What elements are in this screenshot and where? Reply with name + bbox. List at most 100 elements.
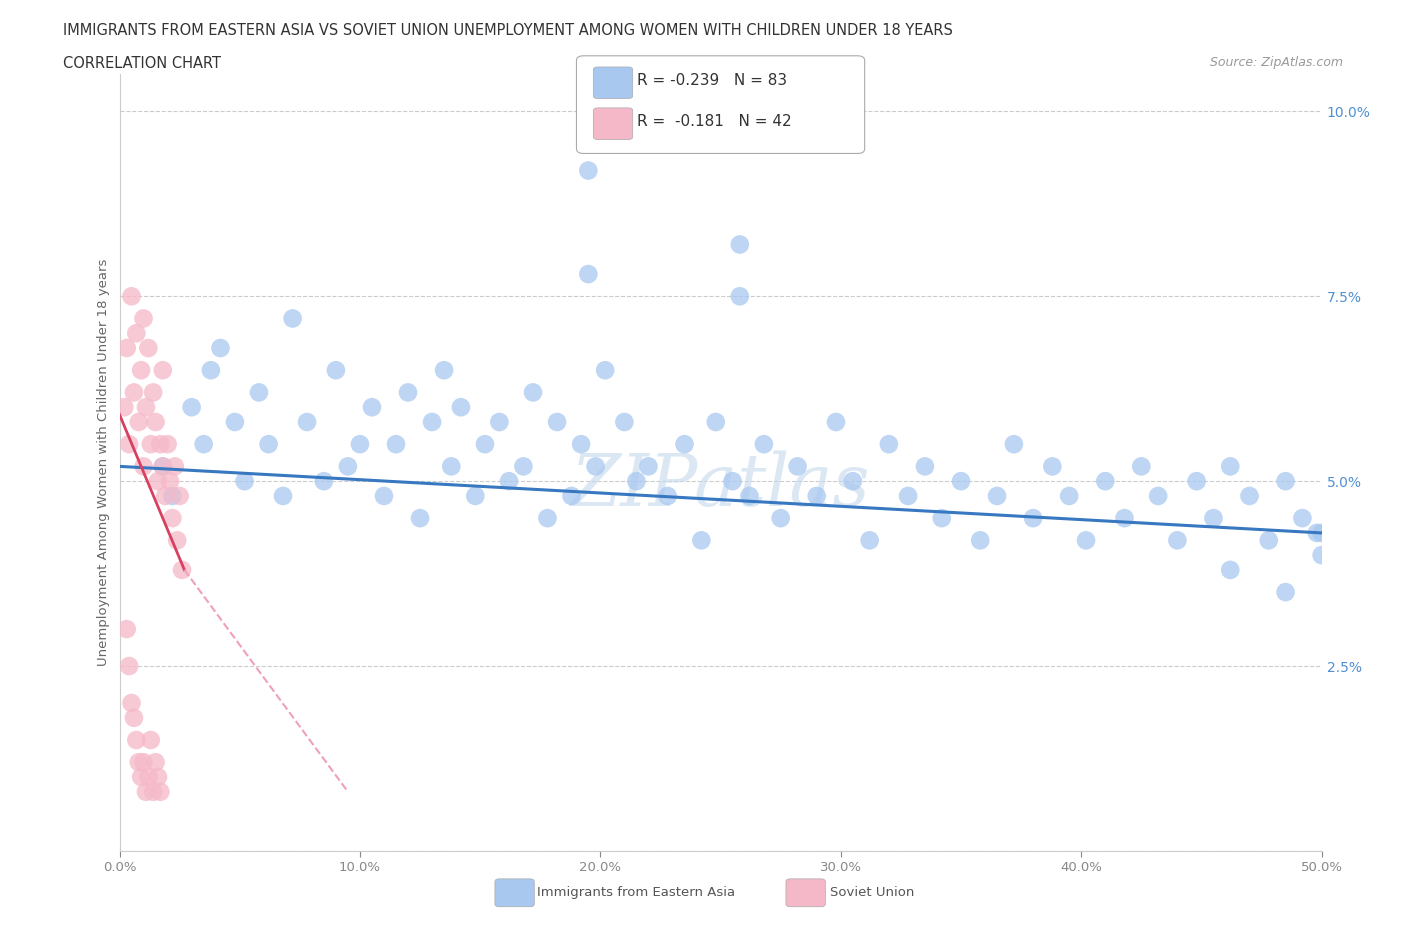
Point — [1219, 458, 1241, 473]
Point — [593, 363, 616, 378]
Point — [112, 400, 135, 415]
Point — [897, 488, 920, 503]
Point — [536, 511, 558, 525]
Point — [149, 437, 172, 452]
Point — [1239, 488, 1261, 503]
Text: Soviet Union: Soviet Union — [830, 886, 914, 899]
Text: R =  -0.181   N = 42: R = -0.181 N = 42 — [637, 114, 792, 129]
Point — [1040, 458, 1063, 473]
Point — [1166, 533, 1188, 548]
Text: Source: ZipAtlas.com: Source: ZipAtlas.com — [1209, 56, 1343, 69]
Point — [153, 488, 176, 503]
Point — [1057, 488, 1080, 503]
Point — [142, 385, 165, 400]
Point — [1002, 437, 1025, 452]
Point — [129, 769, 152, 784]
Point — [474, 437, 496, 452]
Point — [247, 385, 270, 400]
Point — [325, 363, 347, 378]
Point — [138, 340, 160, 355]
Point — [129, 363, 152, 378]
Point — [162, 511, 184, 525]
Point — [409, 511, 432, 525]
Point — [146, 473, 169, 488]
Point — [132, 458, 155, 473]
Point — [637, 458, 659, 473]
Point — [522, 385, 544, 400]
Point — [233, 473, 256, 488]
Point — [152, 458, 174, 473]
Point — [728, 289, 751, 304]
Point — [200, 363, 222, 378]
Point — [1257, 533, 1279, 548]
Point — [1306, 525, 1329, 540]
Point — [949, 473, 972, 488]
Point — [118, 658, 141, 673]
Point — [464, 488, 486, 503]
Point — [704, 415, 727, 430]
Point — [121, 696, 143, 711]
Point — [257, 437, 280, 452]
Point — [169, 488, 191, 503]
Point — [336, 458, 359, 473]
Point — [138, 769, 160, 784]
Point — [193, 437, 215, 452]
Point — [122, 711, 145, 725]
Point — [877, 437, 900, 452]
Point — [312, 473, 335, 488]
Point — [149, 784, 172, 799]
Point — [769, 511, 792, 525]
Point — [1130, 458, 1153, 473]
Point — [135, 784, 157, 799]
Point — [209, 340, 232, 355]
Point — [1274, 585, 1296, 600]
Text: CORRELATION CHART: CORRELATION CHART — [63, 56, 221, 71]
Point — [1074, 533, 1097, 548]
Point — [125, 326, 148, 340]
Point — [657, 488, 679, 503]
Point — [576, 163, 599, 178]
Point — [1185, 473, 1208, 488]
Point — [613, 415, 636, 430]
Point — [1274, 473, 1296, 488]
Point — [752, 437, 775, 452]
Point — [115, 340, 138, 355]
Point — [1114, 511, 1136, 525]
Text: R = -0.239   N = 83: R = -0.239 N = 83 — [637, 73, 787, 88]
Point — [488, 415, 510, 430]
Point — [142, 784, 165, 799]
Point — [440, 458, 463, 473]
Point — [224, 415, 246, 430]
Point — [145, 755, 167, 770]
Point — [786, 458, 808, 473]
Y-axis label: Unemployment Among Women with Children Under 18 years: Unemployment Among Women with Children U… — [97, 259, 110, 667]
Point — [396, 385, 419, 400]
Point — [569, 437, 592, 452]
Point — [132, 311, 155, 325]
Point — [546, 415, 568, 430]
Text: IMMIGRANTS FROM EASTERN ASIA VS SOVIET UNION UNEMPLOYMENT AMONG WOMEN WITH CHILD: IMMIGRANTS FROM EASTERN ASIA VS SOVIET U… — [63, 23, 953, 38]
Point — [738, 488, 761, 503]
Point — [842, 473, 865, 488]
Point — [295, 415, 318, 430]
Point — [450, 400, 472, 415]
Point — [139, 733, 162, 748]
Point — [349, 437, 371, 452]
Point — [162, 488, 184, 503]
Point — [1022, 511, 1045, 525]
Point — [128, 755, 150, 770]
Point — [1202, 511, 1225, 525]
Point — [585, 458, 607, 473]
Point — [159, 473, 181, 488]
Point — [512, 458, 534, 473]
Point — [135, 400, 157, 415]
Point — [132, 755, 155, 770]
Point — [385, 437, 408, 452]
Point — [122, 385, 145, 400]
Point — [152, 363, 174, 378]
Point — [560, 488, 582, 503]
Point — [156, 437, 179, 452]
Point — [986, 488, 1008, 503]
Point — [728, 237, 751, 252]
Text: Immigrants from Eastern Asia: Immigrants from Eastern Asia — [537, 886, 735, 899]
